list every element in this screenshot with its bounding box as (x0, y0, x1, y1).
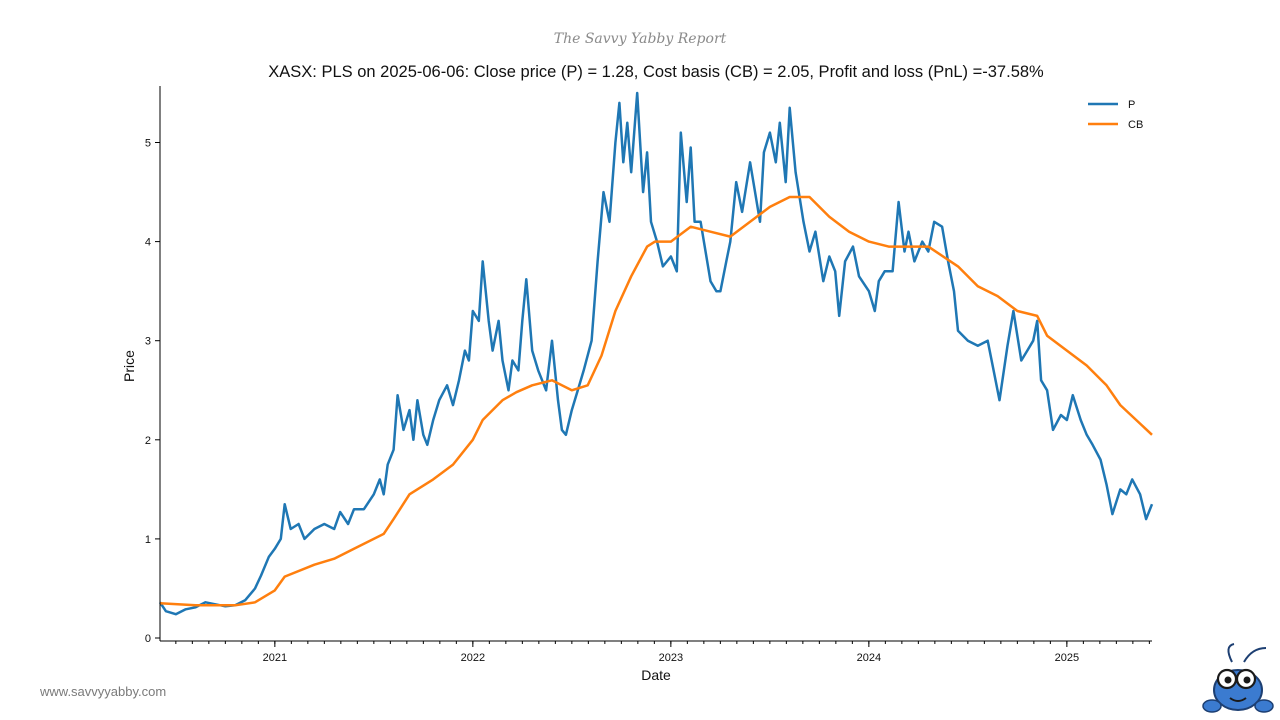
x-tick-label: 2025 (1055, 652, 1079, 664)
axis-ticks: 0 1 2 3 4 5 2021 2022 2023 2024 2025 (145, 138, 1150, 664)
website-link[interactable]: www.savvyyabby.com (39, 684, 166, 699)
yabby-mascot-icon (1202, 643, 1274, 713)
chart-title: XASX: PLS on 2025-06-06: Close price (P)… (268, 63, 1044, 81)
x-tick-label: 2022 (461, 652, 485, 664)
brand-title: The Savvy Yabby Report (554, 31, 727, 47)
x-tick-label: 2021 (263, 652, 287, 664)
x-axis-label: Date (641, 667, 671, 683)
y-tick-label: 5 (145, 138, 151, 150)
series-line-p (158, 91, 1154, 616)
legend: P CB (1088, 99, 1143, 131)
y-tick-label: 4 (145, 237, 151, 249)
series-line-cb (159, 195, 1153, 607)
legend-label-p: P (1128, 99, 1135, 111)
y-tick-label: 1 (145, 534, 151, 546)
y-tick-label: 2 (145, 435, 151, 447)
y-axis-label: Price (121, 350, 137, 382)
y-tick-label: 0 (145, 633, 151, 645)
x-tick-label: 2024 (857, 652, 881, 664)
x-tick-label: 2023 (659, 652, 683, 664)
legend-label-cb: CB (1128, 119, 1143, 131)
y-tick-label: 3 (145, 336, 151, 348)
axes (159, 86, 1152, 642)
plot-area (158, 91, 1154, 616)
